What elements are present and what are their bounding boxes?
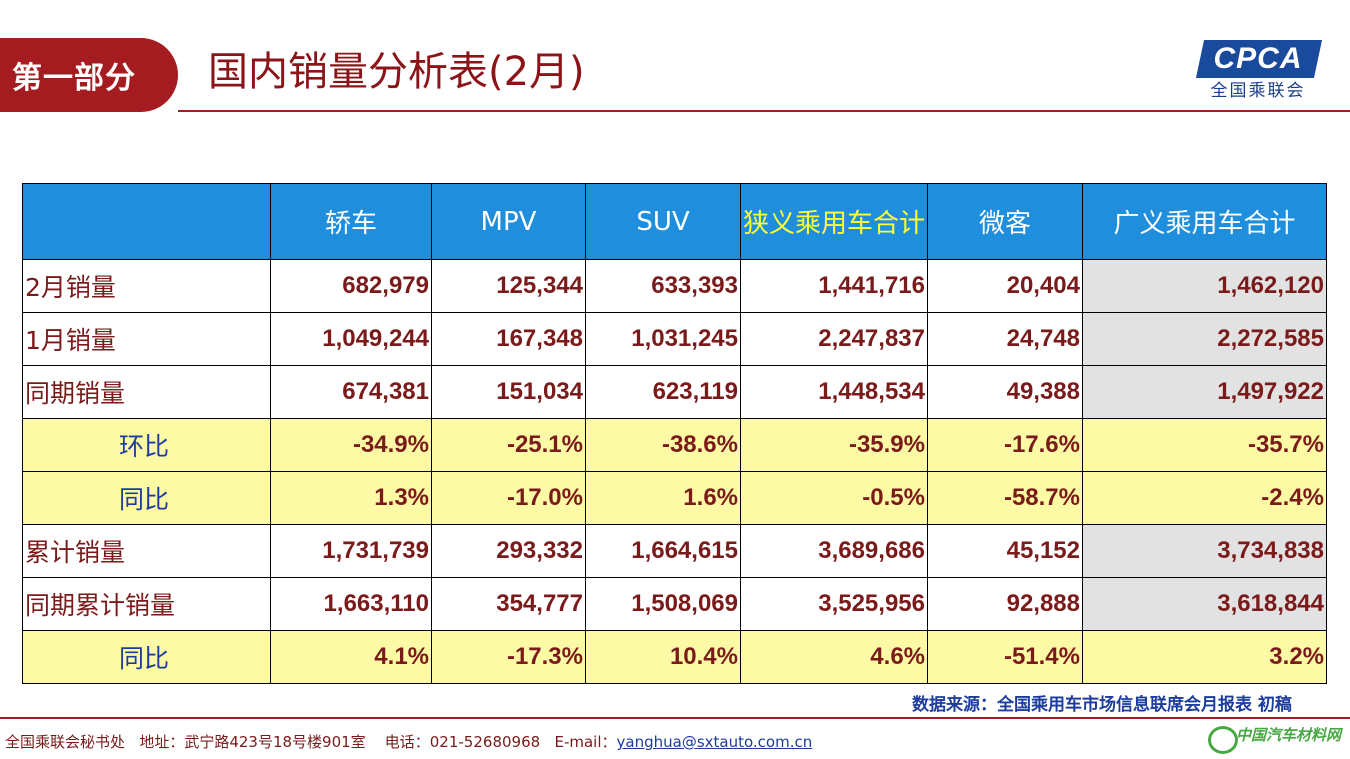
table-cell: 623,119 [585, 365, 741, 419]
row-label: 2月销量 [22, 259, 271, 313]
table-cell: 1,508,069 [585, 577, 741, 631]
watermark-logo: 中国汽车材料网 [1208, 720, 1346, 756]
table-cell: 1,441,716 [740, 259, 928, 313]
table-cell-total: 3.2% [1082, 630, 1327, 684]
table-cell: 4.6% [740, 630, 928, 684]
logo-text: CPCA [1213, 42, 1303, 75]
table-cell: 4.1% [270, 630, 432, 684]
table-cell: -35.9% [740, 418, 928, 472]
row-label: 同期累计销量 [22, 577, 271, 631]
page-title: 国内销量分析表(2月) [208, 49, 585, 95]
table-cell: 1,664,615 [585, 524, 741, 578]
data-source-note: 数据来源：全国乘用车市场信息联席会月报表 初稿 [912, 695, 1292, 715]
table-cell-total: 2,272,585 [1082, 312, 1327, 366]
table-row: 累计销量 1,731,739 293,332 1,664,615 3,689,6… [22, 524, 1327, 578]
table-cell: 167,348 [431, 312, 586, 366]
table-cell: -34.9% [270, 418, 432, 472]
watermark-text: 中国汽车材料网 [1236, 726, 1342, 744]
table-cell: 1,448,534 [740, 365, 928, 419]
table-cell: -25.1% [431, 418, 586, 472]
table-row: 同期销量 674,381 151,034 623,119 1,448,534 4… [22, 365, 1327, 419]
table-cell: -0.5% [740, 471, 928, 525]
table-cell: 20,404 [927, 259, 1083, 313]
table-row: 2月销量 682,979 125,344 633,393 1,441,716 2… [22, 259, 1327, 313]
footer-email-link[interactable]: yanghua@sxtauto.com.cn [616, 733, 813, 751]
table-cell: 1,049,244 [270, 312, 432, 366]
footer-org: 全国乘联会秘书处 [5, 733, 126, 751]
table-cell-total: 3,618,844 [1082, 577, 1327, 631]
table-cell: 682,979 [270, 259, 432, 313]
watermark-ring-icon [1208, 726, 1238, 754]
logo-subtitle: 全国乘联会 [1210, 81, 1306, 101]
column-header-narrow-total: 狭义乘用车合计 [740, 183, 928, 260]
table-cell: 45,152 [927, 524, 1083, 578]
table-cell: 633,393 [585, 259, 741, 313]
table-row: 1月销量 1,049,244 167,348 1,031,245 2,247,8… [22, 312, 1327, 366]
table-cell-total: -35.7% [1082, 418, 1327, 472]
header-divider [178, 110, 1350, 112]
table-row-ratio: 环比 -34.9% -25.1% -38.6% -35.9% -17.6% -3… [22, 418, 1327, 472]
table-cell: 1,731,739 [270, 524, 432, 578]
table-cell: 10.4% [585, 630, 741, 684]
table-cell: -51.4% [927, 630, 1083, 684]
footer-address: 地址：武宁路423号18号楼901室 [139, 733, 366, 751]
table-cell: 92,888 [927, 577, 1083, 631]
footer-divider [0, 717, 1350, 719]
section-tab: 第一部分 [0, 38, 178, 112]
table-cell: 3,525,956 [740, 577, 928, 631]
table-cell: 125,344 [431, 259, 586, 313]
footer-email-label: E-mail： [554, 733, 617, 751]
table-cell: 1,663,110 [270, 577, 432, 631]
table-header-row: 轿车 MPV SUV 狭义乘用车合计 微客 广义乘用车合计 [22, 183, 1327, 260]
table-cell-total: 1,462,120 [1082, 259, 1327, 313]
footer-contact: 全国乘联会秘书处 地址：武宁路423号18号楼901室 电话：021-52680… [5, 731, 812, 752]
row-label: 同期销量 [22, 365, 271, 419]
table-cell: 24,748 [927, 312, 1083, 366]
column-header-mpv: MPV [431, 183, 586, 260]
table-cell: -58.7% [927, 471, 1083, 525]
column-header-blank [22, 183, 271, 260]
table-cell: 1.6% [585, 471, 741, 525]
table-cell: -17.3% [431, 630, 586, 684]
table-cell: 2,247,837 [740, 312, 928, 366]
column-header-suv: SUV [585, 183, 741, 260]
column-header-broad-total: 广义乘用车合计 [1082, 183, 1327, 260]
row-label: 环比 [22, 418, 271, 472]
table-cell: -17.6% [927, 418, 1083, 472]
sales-analysis-table: 轿车 MPV SUV 狭义乘用车合计 微客 广义乘用车合计 2月销量 682,9… [22, 183, 1327, 684]
column-header-minivan: 微客 [927, 183, 1083, 260]
table-cell-total: 1,497,922 [1082, 365, 1327, 419]
table-cell: 49,388 [927, 365, 1083, 419]
table-cell: 1.3% [270, 471, 432, 525]
row-label: 同比 [22, 630, 271, 684]
column-header-sedan: 轿车 [270, 183, 432, 260]
table-cell: -38.6% [585, 418, 741, 472]
table-cell-total: -2.4% [1082, 471, 1327, 525]
row-label: 同比 [22, 471, 271, 525]
table-cell: 1,031,245 [585, 312, 741, 366]
table-cell: 151,034 [431, 365, 586, 419]
cpca-logo: CPCA 全国乘联会 [1195, 40, 1323, 102]
table-row-ratio: 同比 4.1% -17.3% 10.4% 4.6% -51.4% 3.2% [22, 630, 1327, 684]
table-row: 同期累计销量 1,663,110 354,777 1,508,069 3,525… [22, 577, 1327, 631]
row-label: 1月销量 [22, 312, 271, 366]
footer-phone: 电话：021-52680968 [384, 733, 541, 751]
table-cell: -17.0% [431, 471, 586, 525]
table-cell: 3,689,686 [740, 524, 928, 578]
table-cell: 674,381 [270, 365, 432, 419]
table-cell: 293,332 [431, 524, 586, 578]
row-label: 累计销量 [22, 524, 271, 578]
table-cell: 354,777 [431, 577, 586, 631]
table-row-ratio: 同比 1.3% -17.0% 1.6% -0.5% -58.7% -2.4% [22, 471, 1327, 525]
table-cell-total: 3,734,838 [1082, 524, 1327, 578]
